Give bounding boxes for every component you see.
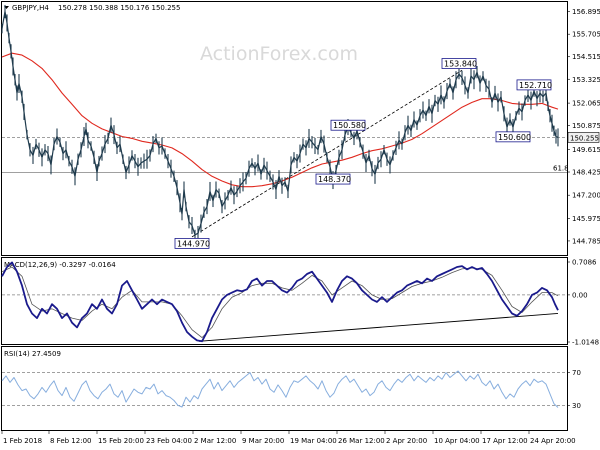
x-tick-label: 24 Apr 20:00	[530, 437, 576, 445]
price-y-tick-label: 145.975	[572, 215, 600, 223]
channel-trendline	[191, 69, 463, 238]
price-annotation-box	[315, 173, 351, 185]
price-annotation-box	[330, 119, 366, 131]
price-levels: 61.8	[2, 136, 569, 173]
rsi-line	[1, 370, 559, 408]
price-annotation-box	[174, 238, 210, 249]
rsi-y-tick-label: 30	[572, 402, 581, 410]
x-tick-label: 2 Apr 20:00	[386, 437, 427, 445]
price-trendlines	[191, 69, 463, 238]
macd-y-axis: 0.7086 0.00 -1.0148	[567, 259, 599, 347]
price-y-axis: 156.895 155.705 154.515 153.325 152.065 150.8…	[567, 8, 600, 245]
x-tick-label: 10 Apr 04:00	[434, 437, 480, 445]
macd-trendlines	[198, 313, 559, 342]
rsi-y-tick-label: 70	[572, 369, 581, 377]
x-tick-label: 1 Feb 2018	[3, 437, 42, 445]
price-annotation-label: 150.600	[498, 133, 531, 142]
price-panel-frame	[1, 1, 568, 256]
x-tick-label: 26 Mar 12:00	[338, 437, 385, 445]
price-y-tick-label: 153.325	[572, 76, 600, 84]
price-annotation-box	[441, 58, 477, 69]
price-series	[1, 4, 559, 241]
price-y-tick-label: 154.515	[572, 53, 600, 61]
rsi-levels	[2, 372, 567, 406]
x-tick-label: 23 Feb 04:00	[146, 437, 192, 445]
rsi-panel-frame	[1, 346, 568, 431]
price-annotation-label: 150.580	[333, 121, 366, 130]
price-annotation-label: 148.370	[318, 175, 351, 184]
price-annotation-box	[516, 79, 552, 91]
fib-level-label: 61.8	[553, 164, 569, 172]
macd-trendline	[198, 313, 559, 342]
rsi-header: RSI(14) 27.4509	[4, 350, 61, 358]
x-tick-label: 17 Apr 12:00	[482, 437, 528, 445]
symbol-header: GBPJPY,H4	[12, 4, 49, 12]
macd-y-tick-label: 0.00	[572, 291, 588, 299]
price-y-tick-label: 150.875	[572, 122, 600, 130]
price-header: GBPJPY,H4 150.278 150.388 150.176 150.25…	[4, 4, 180, 12]
price-y-tick-label: 147.200	[572, 192, 600, 200]
current-price-box	[567, 132, 600, 143]
macd-y-tick-label: 0.7086	[572, 259, 597, 267]
macd-panel-frame	[1, 257, 568, 345]
macd-header: MACD(12,26,9) -0.3297 -0.0164	[4, 261, 116, 269]
x-tick-label: 9 Mar 20:00	[242, 437, 284, 445]
price-annotation-label: 152.710	[519, 81, 552, 90]
current-price-marker: 150.255	[567, 132, 600, 143]
price-annotation-box	[495, 131, 531, 143]
x-tick-label: 15 Feb 20:00	[98, 437, 144, 445]
current-price-label: 150.255	[570, 134, 599, 142]
macd-series	[1, 261, 559, 343]
price-y-tick-label: 144.785	[572, 237, 600, 245]
rsi-series	[1, 370, 559, 408]
watermark: ActionForex.com	[200, 43, 358, 65]
price-y-tick-label: 149.615	[572, 146, 600, 154]
price-line	[1, 11, 559, 236]
price-y-tick-label: 152.065	[572, 100, 600, 108]
x-tick-label: 2 Mar 12:00	[194, 437, 236, 445]
price-y-tick-label: 148.425	[572, 169, 600, 177]
macd-y-tick-label: -1.0148	[572, 339, 599, 347]
x-axis: 1 Feb 2018 8 Feb 12:00 15 Feb 20:00 23 Feb …	[1, 431, 576, 445]
ohlc-header: 150.278 150.388 150.176 150.255	[58, 4, 180, 12]
x-tick-label: 19 Mar 04:00	[290, 437, 337, 445]
price-y-tick-label: 156.895	[572, 8, 600, 16]
price-annotations: 144.970 150.580 148.370 153.840 152.710 150.6…	[174, 58, 552, 249]
macd-line	[1, 261, 559, 343]
price-y-tick-label: 155.705	[572, 31, 600, 39]
price-annotation-label: 144.970	[177, 239, 210, 248]
rsi-y-axis: 70 30	[567, 369, 581, 410]
x-tick-label: 8 Feb 12:00	[50, 437, 91, 445]
price-annotation-label: 153.840	[444, 60, 477, 69]
